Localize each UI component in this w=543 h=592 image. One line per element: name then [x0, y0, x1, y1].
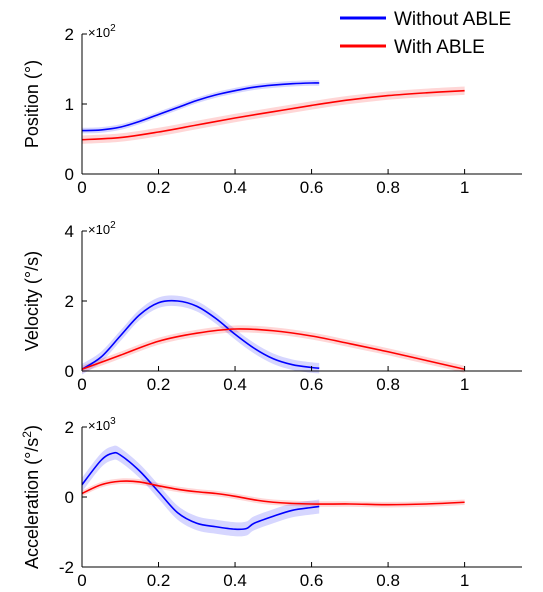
band-with-able — [82, 325, 465, 373]
series-line-with-able — [81, 480, 465, 506]
x-tick-label: 0.6 — [300, 375, 324, 394]
x-tick-label: 0 — [77, 571, 86, 590]
series-line-with-able — [81, 89, 465, 141]
panel-1: 0 1 2 0 0.2 0.4 0.6 0.8 1 ×102 Position (°) — [22, 23, 522, 197]
x-tick-label: 0.8 — [376, 178, 400, 197]
y-axis-label: Velocity (°/s) — [22, 251, 42, 351]
legend-label-with-able: With ABLE — [394, 37, 485, 58]
series-line-without-able — [81, 82, 320, 132]
y-tick-label: 0 — [65, 488, 74, 507]
axis-multiplier-exponent: 2 — [110, 23, 116, 34]
y-axis-label: Acceleration (°/s2) — [20, 425, 42, 569]
x-tick-label: 0.6 — [300, 178, 324, 197]
y-axis-label: Position (°) — [22, 60, 42, 148]
x-tick-label: 0.6 — [300, 571, 324, 590]
y-axis-label-tail: ) — [22, 425, 42, 431]
panels: 0 1 2 0 0.2 0.4 0.6 0.8 1 ×102 Position (°) 0 2 4 0 0.2… — [20, 23, 522, 590]
y-axis-label-exponent: 2 — [20, 431, 34, 438]
axis-multiplier: ×102 — [88, 220, 116, 237]
y-tick-label: 2 — [65, 25, 74, 44]
legend-label-without-able: Without ABLE — [394, 9, 511, 30]
x-tick-label: 0 — [77, 375, 86, 394]
axis-multiplier: ×103 — [88, 416, 116, 433]
y-tick-label: 4 — [65, 222, 74, 241]
x-tick-label: 0.2 — [147, 375, 171, 394]
y-tick-label: -2 — [59, 558, 74, 577]
x-tick-label: 0.8 — [376, 571, 400, 590]
series-line-without-able — [81, 299, 320, 370]
x-tick-label: 0.4 — [223, 571, 247, 590]
series-line-without-able — [81, 451, 320, 531]
x-tick-label: 0.2 — [147, 178, 171, 197]
band-without-able — [82, 295, 320, 375]
x-tick-label: 0.4 — [223, 375, 247, 394]
axis-multiplier-exponent: 2 — [110, 220, 116, 231]
x-tick-label: 1 — [460, 375, 469, 394]
x-tick-label: 1 — [460, 178, 469, 197]
axis-multiplier-exponent: 3 — [110, 416, 116, 427]
series-line-with-able — [81, 328, 465, 371]
y-tick-label: 2 — [65, 418, 74, 437]
x-tick-label: 0.2 — [147, 571, 171, 590]
band-without-able — [82, 445, 320, 537]
axis-multiplier: ×102 — [88, 23, 116, 40]
y-tick-label: 2 — [65, 292, 74, 311]
panel-2: 0 2 4 0 0.2 0.4 0.6 0.8 1 ×102 Velocity (°/s) — [22, 220, 522, 394]
legend: Without ABLE With ABLE — [340, 9, 511, 58]
x-tick-label: 1 — [460, 571, 469, 590]
x-tick-label: 0.4 — [223, 178, 247, 197]
x-tick-label: 0.8 — [376, 375, 400, 394]
band-with-able — [82, 86, 465, 144]
y-tick-label: 0 — [65, 165, 74, 184]
x-tick-label: 0 — [77, 178, 86, 197]
y-tick-label: 1 — [65, 95, 74, 114]
y-tick-label: 0 — [65, 362, 74, 381]
